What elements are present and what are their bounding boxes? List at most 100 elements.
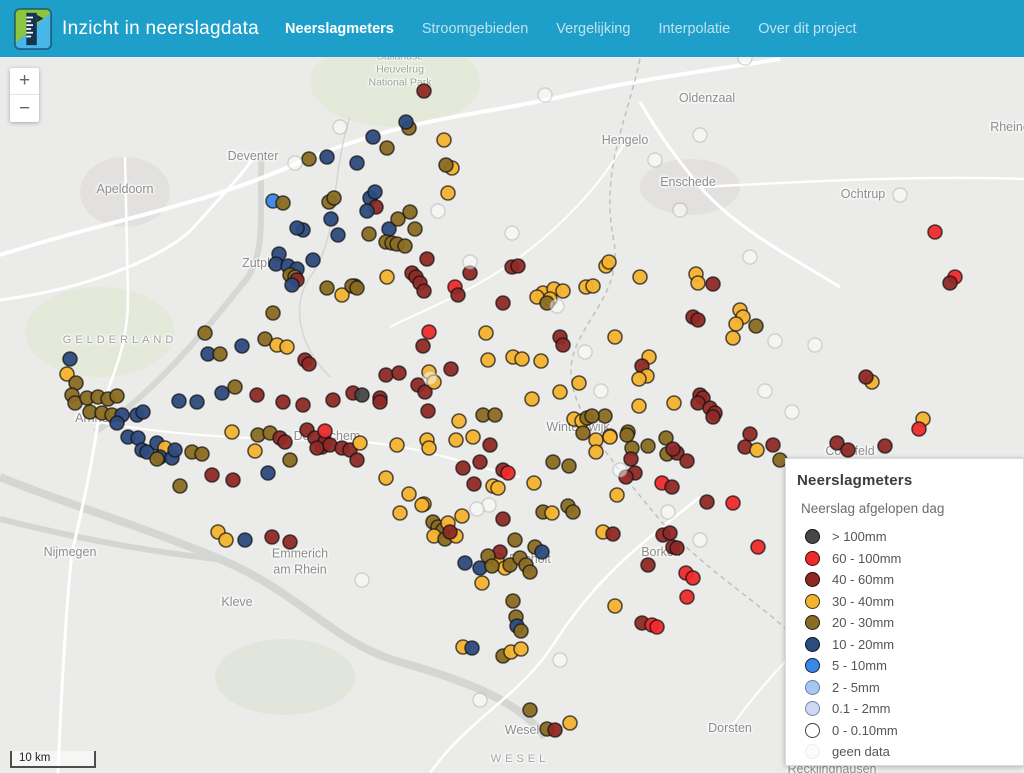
rain-gauge-dot[interactable] [575, 425, 591, 441]
rain-gauge-dot[interactable] [658, 430, 674, 446]
rain-gauge-dot[interactable] [679, 453, 695, 469]
rain-gauge-dot[interactable] [454, 508, 470, 524]
rain-gauge-dot[interactable] [225, 472, 241, 488]
rain-gauge-dot-no-data[interactable] [287, 155, 303, 171]
rain-gauge-dot[interactable] [257, 331, 273, 347]
rain-gauge-dot[interactable] [438, 157, 454, 173]
rain-gauge-dot-no-data[interactable] [549, 298, 565, 314]
rain-gauge-dot[interactable] [295, 397, 311, 413]
rain-gauge-dot[interactable] [500, 465, 516, 481]
app-logo-icon[interactable] [14, 7, 52, 51]
rain-gauge-dot[interactable] [490, 480, 506, 496]
rain-gauge-dot[interactable] [420, 403, 436, 419]
rain-gauge-dot[interactable] [607, 329, 623, 345]
rain-gauge-dot[interactable] [109, 415, 125, 431]
rain-gauge-dot[interactable] [171, 393, 187, 409]
rain-gauge-dot[interactable] [416, 283, 432, 299]
rain-gauge-dot-no-data[interactable] [593, 383, 609, 399]
rain-gauge-dot[interactable] [534, 544, 550, 560]
rain-gauge-dot[interactable] [317, 423, 333, 439]
rain-gauge-dot[interactable] [421, 324, 437, 340]
rain-gauge-dot[interactable] [289, 220, 305, 236]
rain-gauge-dot[interactable] [605, 526, 621, 542]
rain-gauge-dot-no-data[interactable] [552, 652, 568, 668]
rain-gauge-dot[interactable] [765, 437, 781, 453]
rain-gauge-dot[interactable] [448, 432, 464, 448]
rain-gauge-dot[interactable] [669, 540, 685, 556]
rain-gauge-dot[interactable] [464, 640, 480, 656]
rain-gauge-dot[interactable] [421, 440, 437, 456]
rain-gauge-dot[interactable] [167, 442, 183, 458]
rain-gauge-dot[interactable] [401, 486, 417, 502]
nav-item-stroomgebieden[interactable]: Stroomgebieden [421, 20, 529, 37]
rain-gauge-dot[interactable] [858, 369, 874, 385]
rain-gauge-dot[interactable] [495, 295, 511, 311]
rain-gauge-dot[interactable] [379, 140, 395, 156]
rain-gauge-dot[interactable] [407, 221, 423, 237]
rain-gauge-dot[interactable] [544, 505, 560, 521]
rain-gauge-dot[interactable] [665, 441, 681, 457]
rain-gauge-dot[interactable] [415, 338, 431, 354]
rain-gauge-dot[interactable] [631, 398, 647, 414]
rain-gauge-dot[interactable] [562, 715, 578, 731]
nav-item-over-dit-project[interactable]: Over dit project [758, 20, 857, 37]
rain-gauge-dot[interactable] [149, 451, 165, 467]
rain-gauge-dot[interactable] [631, 371, 647, 387]
rain-gauge-dot[interactable] [487, 407, 503, 423]
rain-gauge-dot[interactable] [275, 195, 291, 211]
rain-gauge-dot[interactable] [495, 511, 511, 527]
rain-gauge-dot-no-data[interactable] [537, 87, 553, 103]
rain-gauge-dot[interactable] [690, 275, 706, 291]
zoom-out-button[interactable]: − [18, 97, 31, 119]
rain-gauge-dot[interactable] [389, 437, 405, 453]
rain-gauge-dot[interactable] [705, 276, 721, 292]
rain-gauge-dot[interactable] [619, 427, 635, 443]
rain-gauge-dot[interactable] [275, 394, 291, 410]
rain-gauge-dot[interactable] [264, 529, 280, 545]
rain-gauge-dot-no-data[interactable] [737, 57, 753, 66]
rain-gauge-dot-no-data[interactable] [692, 532, 708, 548]
rain-gauge-dot-no-data[interactable] [577, 344, 593, 360]
rain-gauge-dot-no-data[interactable] [469, 501, 485, 517]
rain-gauge-dot[interactable] [522, 564, 538, 580]
rain-gauge-dot[interactable] [247, 443, 263, 459]
rain-gauge-dot-no-data[interactable] [767, 333, 783, 349]
rain-gauge-dot[interactable] [526, 475, 542, 491]
rain-gauge-dot[interactable] [204, 467, 220, 483]
rain-gauge-dot[interactable] [197, 325, 213, 341]
rain-gauge-dot[interactable] [218, 532, 234, 548]
rain-gauge-dot[interactable] [301, 356, 317, 372]
rain-gauge-dot[interactable] [214, 385, 230, 401]
rain-gauge-dot[interactable] [419, 251, 435, 267]
rain-gauge-dot[interactable] [212, 346, 228, 362]
rain-gauge-dot[interactable] [260, 465, 276, 481]
rain-gauge-dot[interactable] [725, 495, 741, 511]
rain-gauge-dot-no-data[interactable] [647, 152, 663, 168]
rain-gauge-dot[interactable] [607, 598, 623, 614]
rain-gauge-dot-no-data[interactable] [504, 225, 520, 241]
rain-gauge-dot-no-data[interactable] [757, 383, 773, 399]
rain-gauge-dot[interactable] [416, 83, 432, 99]
rain-gauge-dot[interactable] [319, 280, 335, 296]
rain-gauge-dot-no-data[interactable] [892, 187, 908, 203]
rain-gauge-dot[interactable] [728, 316, 744, 332]
rain-gauge-dot-no-data[interactable] [332, 119, 348, 135]
rain-gauge-dot[interactable] [414, 497, 430, 513]
rain-gauge-dot[interactable] [927, 224, 943, 240]
rain-gauge-dot[interactable] [109, 388, 125, 404]
rain-gauge-dot[interactable] [451, 413, 467, 429]
rain-gauge-dot[interactable] [379, 269, 395, 285]
rain-gauge-dot[interactable] [679, 589, 695, 605]
rain-gauge-dot[interactable] [584, 408, 600, 424]
rain-gauge-dot[interactable] [349, 155, 365, 171]
rain-gauge-dot[interactable] [402, 204, 418, 220]
rain-gauge-dot[interactable] [742, 426, 758, 442]
rain-gauge-dot[interactable] [555, 337, 571, 353]
rain-gauge-dot[interactable] [911, 421, 927, 437]
rain-gauge-dot[interactable] [279, 339, 295, 355]
rain-gauge-dot[interactable] [666, 395, 682, 411]
rain-gauge-dot[interactable] [484, 558, 500, 574]
nav-item-vergelijking[interactable]: Vergelijking [556, 20, 631, 37]
rain-gauge-dot-no-data[interactable] [660, 504, 676, 520]
rain-gauge-dot[interactable] [623, 451, 639, 467]
